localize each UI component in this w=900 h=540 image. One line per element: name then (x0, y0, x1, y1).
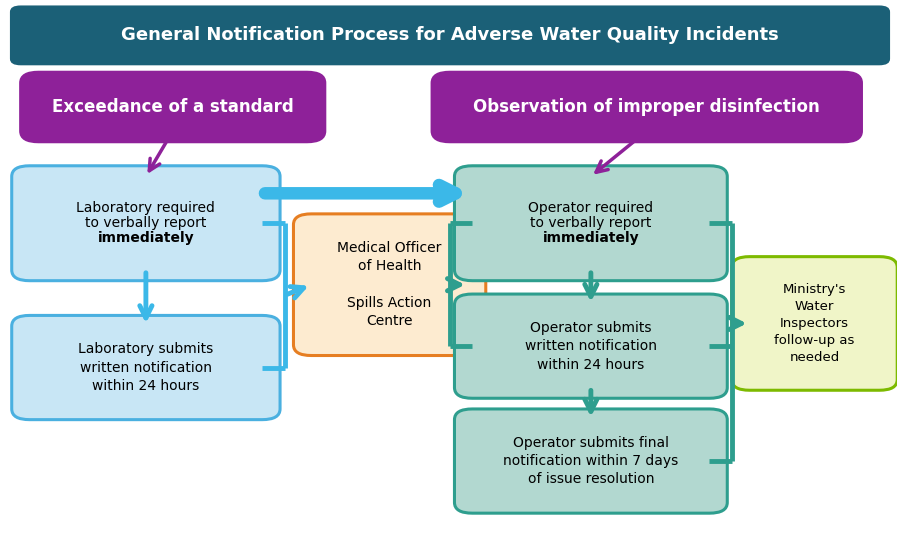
FancyBboxPatch shape (454, 294, 727, 399)
Text: immediately: immediately (97, 231, 194, 245)
Text: Laboratory required: Laboratory required (76, 201, 215, 215)
Text: immediately: immediately (543, 231, 639, 245)
Text: Ministry's
Water
Inspectors
follow-up as
needed: Ministry's Water Inspectors follow-up as… (774, 283, 855, 364)
FancyBboxPatch shape (454, 166, 727, 281)
FancyBboxPatch shape (12, 315, 280, 420)
Text: to verbally report: to verbally report (530, 216, 652, 230)
Text: Operator required: Operator required (528, 201, 653, 215)
FancyBboxPatch shape (21, 72, 325, 141)
FancyBboxPatch shape (10, 5, 890, 65)
FancyBboxPatch shape (12, 166, 280, 281)
FancyBboxPatch shape (732, 256, 897, 390)
FancyBboxPatch shape (432, 72, 861, 141)
Text: Observation of improper disinfection: Observation of improper disinfection (473, 98, 820, 116)
Text: to verbally report: to verbally report (86, 216, 207, 230)
Text: Operator submits final
notification within 7 days
of issue resolution: Operator submits final notification with… (503, 436, 679, 487)
Text: General Notification Process for Adverse Water Quality Incidents: General Notification Process for Adverse… (122, 26, 778, 44)
Text: Laboratory submits
written notification
within 24 hours: Laboratory submits written notification … (78, 342, 213, 393)
FancyBboxPatch shape (293, 214, 486, 355)
Text: Operator submits
written notification
within 24 hours: Operator submits written notification wi… (525, 321, 657, 372)
Text: Exceedance of a standard: Exceedance of a standard (52, 98, 293, 116)
FancyBboxPatch shape (454, 409, 727, 513)
Text: Medical Officer
of Health

Spills Action
Centre: Medical Officer of Health Spills Action … (338, 241, 442, 328)
